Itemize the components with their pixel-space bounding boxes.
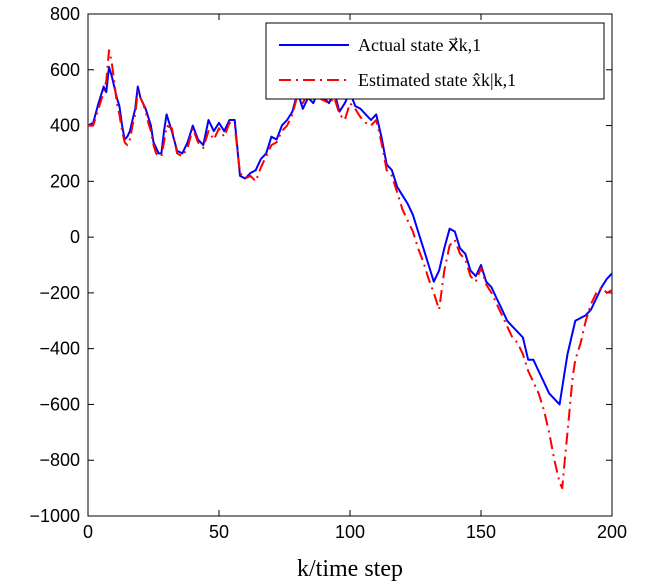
legend-label-actual: Actual state x⃗k,1 (358, 35, 481, 55)
y-tick-label: 0 (70, 227, 80, 247)
y-tick-label: 400 (50, 116, 80, 136)
legend-box (265, 22, 605, 100)
legend-label-estimated-text: Estimated state x̂k|k,1 (358, 70, 516, 90)
series-line-estimated (88, 49, 613, 490)
x-tick-label: 50 (209, 522, 229, 542)
y-tick-label: 600 (50, 60, 80, 80)
x-axis-label: k/time step (297, 556, 403, 582)
axis-ticks: 0 50 100 150 200 −1000 −800 −600 −400 −200 0 200 400… (29, 4, 627, 542)
series-line-actual (87, 66, 613, 406)
legend-label-estimated: Estimated state x̂k|k,1 (358, 70, 516, 90)
x-tick-label: 100 (335, 522, 365, 542)
x-tick-label: 200 (597, 522, 627, 542)
x-tick-label: 150 (466, 522, 496, 542)
legend: Actual state x⃗k,1 Estimated state x̂k|k… (265, 22, 605, 100)
y-tick-label: −400 (39, 339, 80, 359)
x-tick-label: 0 (83, 522, 93, 542)
y-tick-label: −800 (39, 450, 80, 470)
y-tick-label: −600 (39, 394, 80, 414)
legend-label-actual-text: Actual state x⃗k,1 (358, 35, 481, 55)
series-lines (87, 49, 613, 490)
y-tick-label: −1000 (29, 506, 80, 526)
y-tick-label: 800 (50, 4, 80, 24)
y-tick-label: −200 (39, 283, 80, 303)
y-tick-label: 200 (50, 171, 80, 191)
